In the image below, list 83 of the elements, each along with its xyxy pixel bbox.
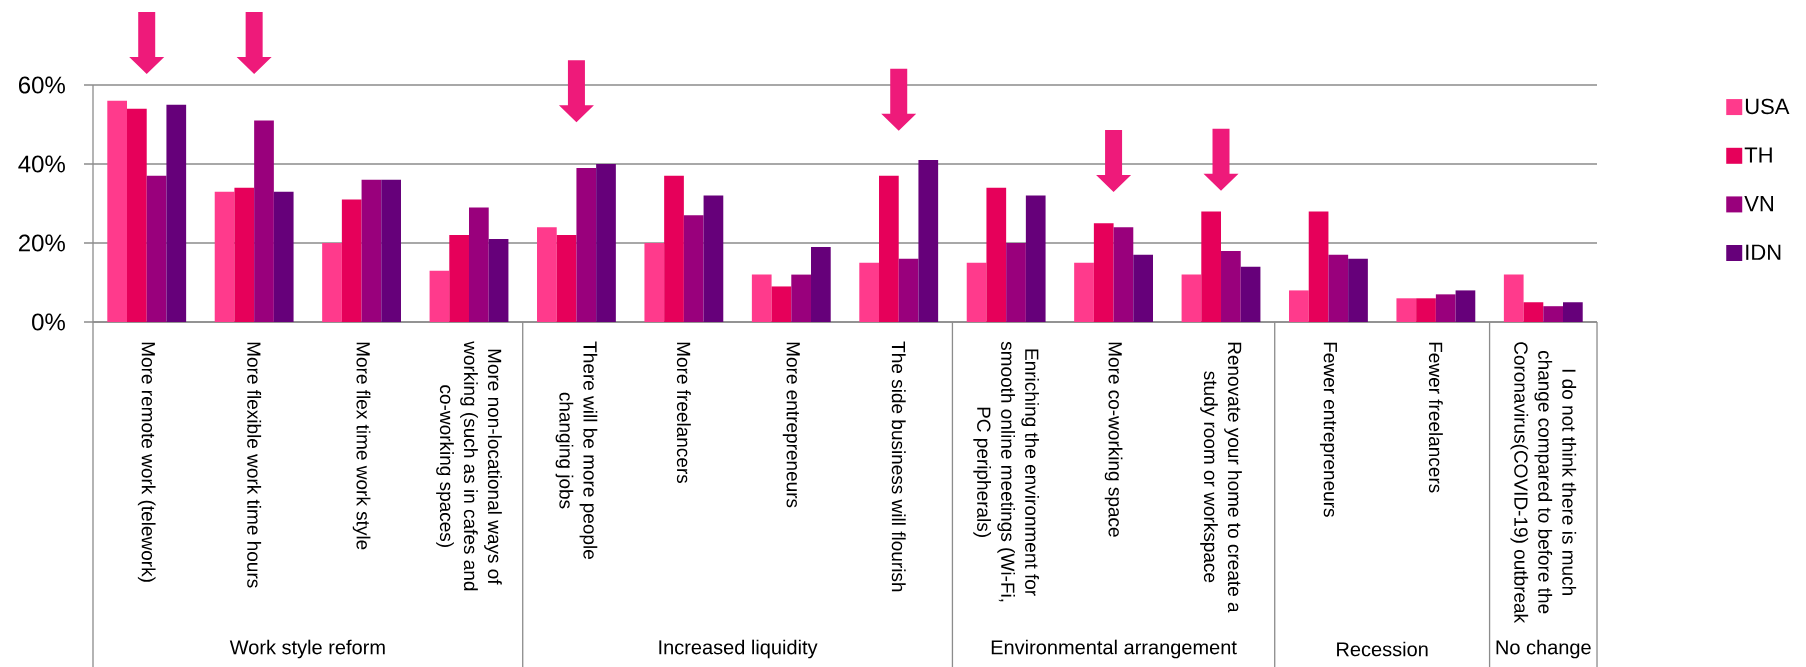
- bar: [771, 286, 792, 322]
- bar: [1435, 294, 1456, 322]
- bar: [361, 179, 382, 322]
- x-tick-label: Fewer entrepreneurs: [1319, 342, 1337, 517]
- bar: [879, 175, 899, 322]
- bar: [1543, 306, 1564, 322]
- x-tick-label: The side business will flourish: [891, 341, 906, 592]
- bar: [683, 215, 704, 322]
- bar: [751, 274, 772, 322]
- legend-label: IDN: [1746, 244, 1781, 260]
- y-tick-label: 40%: [18, 155, 65, 173]
- bar: [703, 195, 724, 322]
- x-tick-label: There will be more people changing jobs: [555, 341, 598, 559]
- bar: [107, 100, 127, 322]
- x-tick-label: More remote work (telework): [137, 342, 156, 582]
- bar: [273, 191, 294, 322]
- x-tick-label: Fewer freelancers: [1428, 342, 1443, 493]
- bar: [1201, 211, 1222, 322]
- bar: [664, 175, 684, 322]
- bar: [166, 104, 187, 322]
- text: No change: [1496, 639, 1591, 659]
- bar: [1503, 274, 1524, 322]
- bar: [1416, 298, 1436, 322]
- text: Environmental arrangement: [991, 639, 1237, 659]
- bar: [537, 227, 557, 322]
- bar: [644, 243, 665, 322]
- bar: [1289, 290, 1309, 322]
- text: Increased liquidity: [659, 639, 818, 659]
- text: Recession: [1337, 641, 1428, 657]
- x-tick-label: Enriching the environment for smooth online meetings (Wi-Fi, PC peripherals): [973, 341, 1039, 602]
- bar: [429, 270, 450, 322]
- bar: [127, 108, 147, 322]
- bar: [811, 246, 831, 322]
- bar: [234, 187, 255, 322]
- bar: [986, 187, 1007, 322]
- x-tick-label: More flexible work time hours: [247, 342, 262, 588]
- bar: [1133, 254, 1153, 322]
- y-tick-label: 20%: [18, 234, 65, 252]
- bar: [1113, 227, 1134, 322]
- bar: [1025, 195, 1046, 322]
- bar: [918, 160, 939, 322]
- bar: [1348, 258, 1368, 322]
- bar: [859, 262, 880, 322]
- x-tick-label: More non-locational ways of working (such as in cafes and co-working spaces): [436, 341, 502, 591]
- bar: [1006, 243, 1026, 322]
- bar: [469, 207, 489, 322]
- bar: [1328, 254, 1349, 322]
- x-tick-label: More co-working space: [1104, 342, 1123, 537]
- bar: [596, 164, 616, 322]
- bar: [1308, 211, 1329, 322]
- x-tick-label: Renovate your home to create a study room or workspace: [1200, 342, 1242, 613]
- bar: [214, 191, 235, 322]
- bar: [1181, 274, 1202, 322]
- bar: [1093, 223, 1114, 322]
- x-tick-label: I do not think there is much change compared to before the Coronavirus(COVID-19) outbreak: [1510, 342, 1577, 624]
- bar: [1523, 302, 1544, 322]
- bar: [1074, 262, 1094, 322]
- x-tick-label: More flex time work style: [352, 342, 371, 550]
- bar: [556, 235, 577, 322]
- text: Work style reform: [229, 639, 385, 659]
- bar: [1455, 290, 1476, 322]
- legend-label: TH: [1744, 147, 1772, 163]
- bar: [898, 258, 919, 322]
- bar: [341, 199, 362, 322]
- bar: [1563, 302, 1583, 322]
- bar: [488, 239, 509, 322]
- legend-label: USA: [1745, 98, 1790, 115]
- bar: [791, 274, 811, 322]
- bar: [966, 262, 987, 322]
- bar: [381, 179, 401, 322]
- bar: [254, 120, 274, 322]
- bar: [576, 167, 597, 322]
- bar: [322, 243, 342, 322]
- bar: [449, 235, 469, 322]
- bar: [1240, 266, 1261, 322]
- bar: [146, 175, 167, 322]
- x-tick-label: More entrepreneurs: [782, 342, 800, 508]
- bar: [1396, 298, 1417, 322]
- bar: [1221, 250, 1241, 322]
- x-tick-label: More freelancers: [676, 342, 691, 484]
- y-tick-label: 60%: [18, 76, 65, 94]
- legend-label: VN: [1744, 196, 1773, 212]
- y-tick-label: 0%: [32, 313, 65, 331]
